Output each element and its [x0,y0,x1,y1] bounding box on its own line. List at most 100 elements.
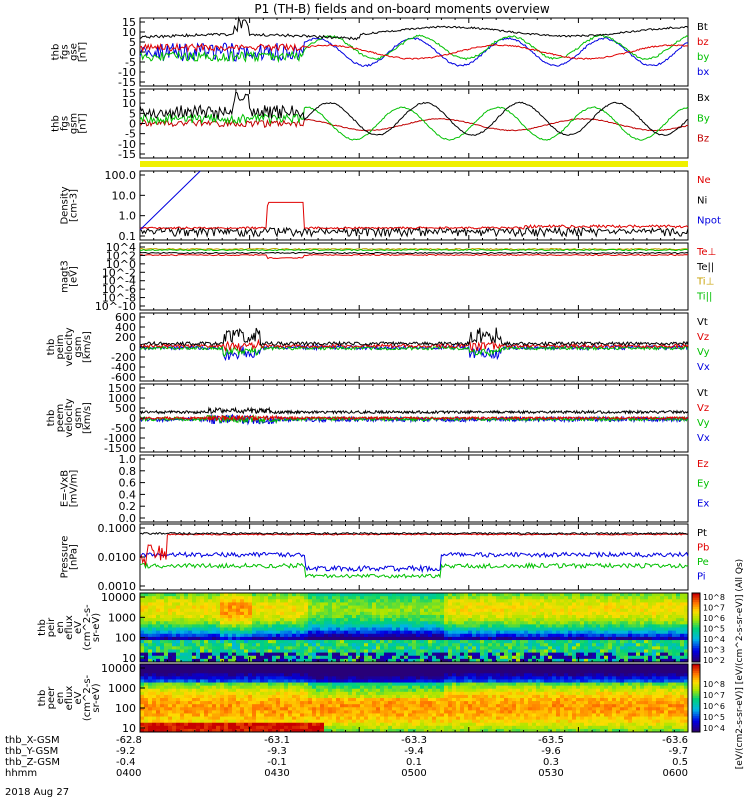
spectrogram-cell [208,636,213,641]
spectrogram-cell [308,701,313,705]
spectrogram-cell [328,664,333,668]
spectrogram-cell [436,655,441,660]
spectrogram-cell [268,701,273,705]
spectrogram-cell [140,652,145,657]
spectrogram-cell [184,596,189,600]
spectrogram-cell [280,596,285,600]
spectrogram-cell [204,611,209,616]
spectrogram-cell [656,643,661,647]
spectrogram-cell [596,627,601,632]
spectrogram-cell [168,593,173,597]
spectrogram-cell [324,649,329,653]
spectrogram-cell [276,646,281,650]
spectrogram-cell [476,596,481,600]
spectrogram-cell [344,614,349,619]
spectrogram-cell [300,624,305,628]
spectrogram-cell [580,611,585,616]
spectrogram-cell [404,593,409,597]
spectrogram-cell [300,688,305,693]
spectrogram-cell [528,605,533,610]
spectrogram-cell [148,670,153,674]
spectrogram-cell [472,621,477,625]
spectrogram-cell [220,701,225,705]
spectrogram-cell [332,679,337,683]
spectrogram-cell [196,627,201,632]
spectrogram-cell [680,608,685,613]
panel-frame [139,454,689,523]
spectrogram-cell [472,602,477,606]
spectrogram-cell [296,679,301,683]
spectrogram-cell [148,682,153,687]
y-tick-label: 10^-2 [102,266,136,279]
spectrogram-cell [396,652,401,657]
spectrogram-cell [444,633,449,638]
legend-Pt: Pt [697,528,707,539]
spectrogram-cell [612,614,617,619]
spectrogram-cell [384,602,389,606]
spectrogram-cell [176,614,181,619]
spectrogram-cell [552,658,557,663]
spectrogram-cell [464,599,469,603]
spectrogram-cell [168,643,173,647]
spectrogram-cell [616,602,621,606]
spectrogram-cell [640,614,645,619]
spectrogram-cell [256,646,261,650]
spectrogram-cell [320,704,325,708]
spectrogram-cell [576,636,581,641]
spectrogram-cell [312,649,317,653]
spectrogram-cell [664,605,669,610]
spectrogram-cell [460,658,465,663]
y-tick-label: 1000 [108,611,136,624]
spectrogram-cell [320,667,325,671]
spectrogram-cell [372,640,377,644]
spectrogram-cell [260,704,265,708]
spectrogram-cell [324,593,329,597]
spectrogram-cell [536,655,541,660]
spectrogram-cell [584,602,589,606]
spectrogram-cell [456,649,461,653]
spectrogram-cell [240,640,245,644]
spectrogram-cell [360,636,365,641]
spectrogram-cell [584,618,589,622]
spectrogram-cell [160,611,165,616]
spectrogram-cell [524,658,529,663]
spectrogram-cell [440,624,445,628]
spectrogram-cell [408,602,413,606]
y-axis-label: [nT] [78,113,89,133]
spectrogram-cell [584,599,589,603]
spectrogram-cell [312,682,317,687]
spectrogram-cell [260,670,265,674]
spectrogram-cell [192,710,197,714]
spectrogram-cell [388,627,393,632]
spectrogram-cell [392,618,397,622]
spectrogram-cell [636,633,641,638]
spectrogram-cell [208,621,213,625]
spectrogram-cell [304,640,309,644]
spectrogram-cell [520,640,525,644]
spectrogram-cell [384,643,389,647]
spectrogram-cell [176,649,181,653]
spectrogram-cell [284,694,289,699]
spectrogram-cell [604,652,609,657]
spectrogram-cell [680,621,685,625]
spectrogram-cell [684,621,689,625]
spectrogram-cell [268,679,273,683]
spectrogram-cell [232,636,237,641]
spectrogram-cell [332,652,337,657]
spectrogram-cell [276,685,281,690]
spectrogram-cell [164,698,169,702]
spectrogram-cell [212,605,217,610]
spectrogram-cell [564,599,569,603]
spectrogram-cell [264,649,269,653]
spectrogram-cell [268,670,273,674]
spectrogram-cell [556,633,561,638]
spectrogram-cell [228,596,233,600]
spectrogram-cell [412,599,417,603]
spectrogram-cell [348,658,353,663]
spectrogram-cell [260,621,265,625]
spectrogram-cell [316,704,321,708]
spectrogram-cell [276,664,281,668]
spectrogram-cell [212,599,217,603]
spectrogram-cell [592,608,597,613]
spectrogram-cell [296,667,301,671]
